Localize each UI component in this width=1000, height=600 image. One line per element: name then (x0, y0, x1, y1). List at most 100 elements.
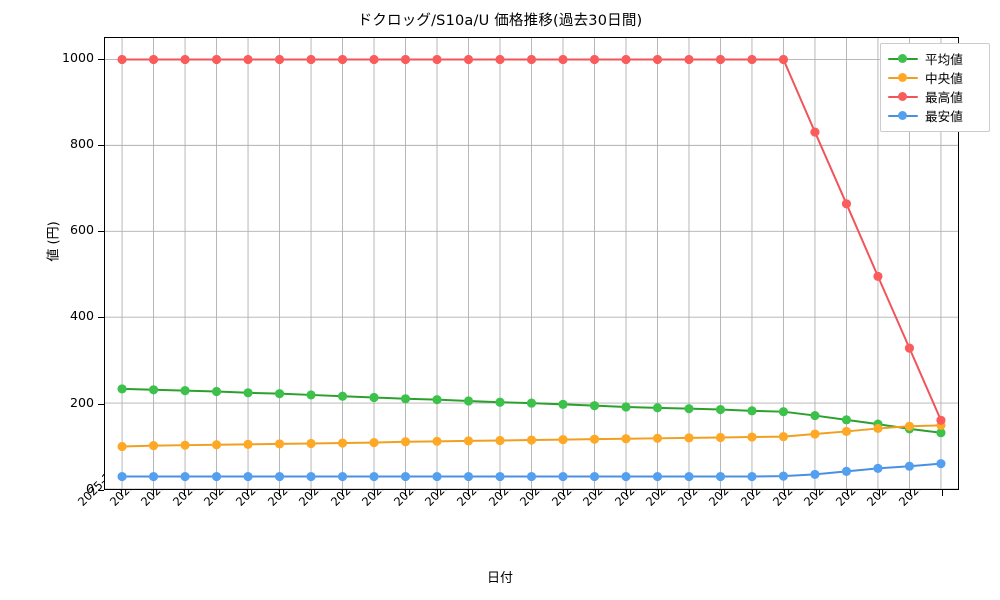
data-point-marker (432, 471, 442, 482)
data-point-marker (652, 471, 663, 482)
data-point-marker (558, 471, 568, 482)
data-point-marker (495, 435, 505, 446)
data-point-marker (117, 441, 127, 452)
data-point-marker (495, 54, 505, 65)
legend-swatch-icon (888, 53, 918, 65)
data-point-marker (589, 434, 600, 444)
data-point-marker (904, 421, 915, 431)
x-axis-tick-mark (247, 490, 249, 496)
data-point-marker (936, 428, 946, 438)
data-point-marker (306, 471, 316, 482)
data-point-marker (715, 471, 726, 482)
series-line (121, 58, 942, 422)
x-axis-tick-mark (941, 490, 943, 496)
legend-label: 最安値 (925, 109, 963, 124)
data-point-marker (747, 54, 757, 65)
data-point-marker (621, 434, 631, 444)
y-axis-tick-mark (98, 231, 104, 233)
x-axis-tick-mark (436, 490, 438, 496)
data-point-marker (810, 410, 820, 421)
data-point-marker (211, 54, 222, 65)
y-axis-tick-label: 600 (69, 222, 94, 238)
data-series-layer (117, 54, 946, 482)
x-axis-tick-mark (373, 490, 375, 496)
data-point-marker (180, 54, 190, 65)
data-point-marker (558, 435, 568, 445)
data-point-marker (274, 389, 285, 399)
data-point-marker (778, 471, 789, 481)
x-axis-label: 日付 (486, 571, 513, 586)
legend-label: 中央値 (925, 71, 963, 86)
data-point-marker (558, 54, 568, 65)
data-point-marker (936, 459, 946, 469)
data-point-marker (337, 391, 348, 401)
y-axis-tick-label: 1000 (61, 49, 94, 65)
data-point-marker (211, 386, 222, 397)
y-axis-tick-mark (98, 58, 104, 60)
legend-swatch-icon (888, 110, 918, 122)
x-axis-tick-mark (815, 490, 817, 496)
x-axis-tick-mark (468, 490, 470, 496)
data-point-marker (337, 471, 348, 482)
x-axis-tick-mark (910, 490, 912, 496)
data-point-marker (841, 199, 852, 209)
data-point-marker (148, 471, 159, 482)
data-point-marker (463, 471, 474, 482)
data-point-marker (747, 432, 757, 442)
y-axis-tick-label: 800 (69, 135, 94, 151)
data-point-marker (306, 390, 316, 400)
legend-item[interactable]: 最安値 (888, 106, 982, 125)
data-point-marker (810, 429, 820, 439)
data-point-marker (715, 404, 726, 415)
legend-item[interactable]: 中央値 (888, 68, 982, 87)
data-point-marker (306, 54, 316, 65)
data-point-marker (810, 469, 820, 479)
y-axis-tick-mark (98, 490, 104, 491)
data-point-marker (369, 438, 379, 448)
x-axis-tick-mark (342, 490, 344, 496)
legend-swatch-icon (888, 72, 918, 84)
x-axis-tick-mark (784, 490, 786, 496)
data-point-marker (936, 415, 946, 425)
data-point-marker (463, 396, 474, 406)
y-axis-tick-mark (98, 317, 104, 319)
data-point-marker (274, 54, 285, 65)
x-axis-tick-mark (405, 490, 407, 496)
data-point-marker (652, 433, 663, 443)
data-point-marker (715, 432, 726, 443)
data-point-marker (558, 399, 568, 409)
data-point-marker (747, 471, 757, 482)
data-point-marker (495, 471, 505, 482)
plot-area (104, 37, 959, 490)
x-axis-tick-mark (531, 490, 533, 496)
x-axis-tick-mark (626, 490, 628, 496)
data-point-marker (180, 471, 190, 482)
legend-item[interactable]: 最高値 (888, 87, 982, 106)
data-point-marker (684, 404, 694, 414)
data-point-marker (211, 471, 222, 482)
x-axis-tick-mark (184, 490, 186, 496)
data-point-marker (589, 401, 600, 411)
x-axis-tick-mark (121, 490, 123, 496)
data-point-marker (148, 54, 159, 65)
data-point-marker (526, 54, 537, 65)
data-point-marker (400, 54, 411, 65)
legend-item[interactable]: 平均値 (888, 49, 982, 68)
x-axis-tick-mark (152, 490, 154, 496)
x-axis-tick-mark (689, 490, 691, 496)
data-point-marker (117, 384, 127, 394)
data-point-marker (904, 461, 915, 471)
data-point-marker (841, 426, 852, 437)
data-point-marker (306, 438, 316, 449)
x-axis-tick-mark (847, 490, 849, 496)
data-point-marker (684, 54, 694, 65)
x-axis-tick-mark (278, 490, 280, 496)
data-point-marker (369, 392, 379, 403)
data-point-marker (495, 397, 505, 407)
data-point-marker (526, 398, 537, 408)
data-point-marker (432, 395, 442, 405)
data-point-marker (400, 394, 411, 404)
x-axis-tick-mark (752, 490, 754, 496)
data-point-marker (841, 466, 852, 476)
